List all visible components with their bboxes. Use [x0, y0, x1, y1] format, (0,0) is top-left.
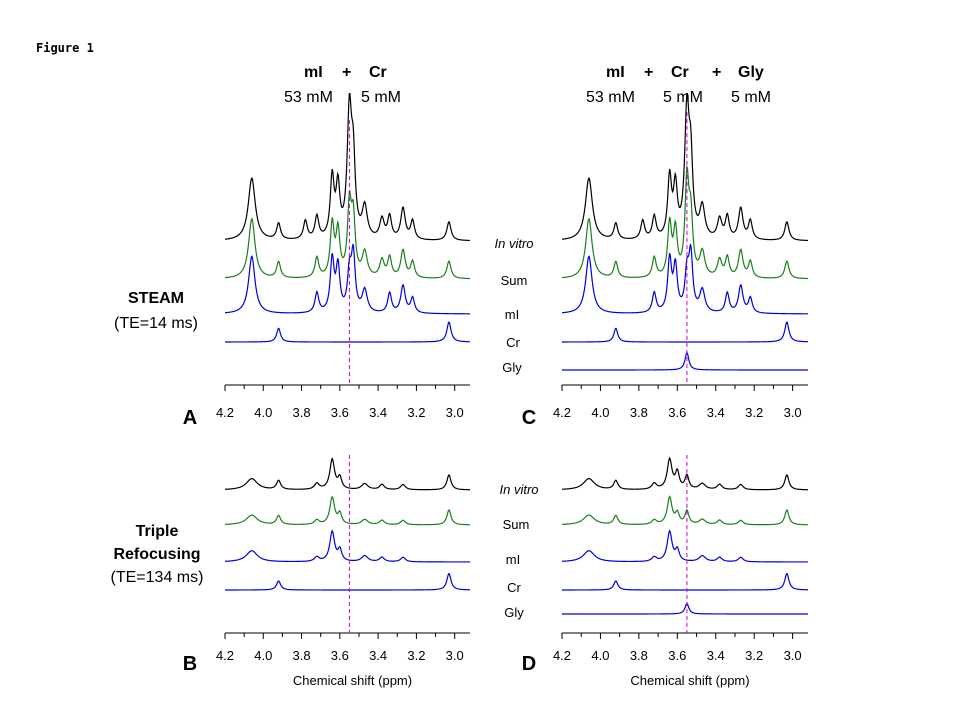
x-tick-label: 3.4	[369, 405, 387, 420]
x-tick-label: 3.8	[293, 648, 311, 663]
spectrum-mi	[224, 529, 470, 563]
x-tick-label: 3.0	[446, 405, 464, 420]
spectrum-mi	[561, 243, 808, 315]
header-left-cr: Cr	[369, 64, 387, 81]
spectrum-sum	[224, 495, 471, 526]
x-tick-label: 4.2	[216, 648, 234, 663]
x-tick-label: 3.2	[745, 648, 763, 663]
header-right-conc-mi: 53 mM	[586, 89, 635, 106]
x-tick-label: 3.4	[369, 648, 387, 663]
panel-c: 4.2 4.0 3.8 3.6 3.4 3.2 3.0 C	[522, 93, 809, 429]
x-tick-label: 3.4	[707, 405, 725, 420]
x-tick-label: 3.0	[446, 648, 464, 663]
row-label-bottom-mi: mI	[506, 552, 520, 567]
panel-letter: B	[183, 653, 197, 675]
seq-triple-param: (TE=134 ms)	[111, 569, 204, 586]
seq-steam-name: STEAM	[128, 290, 184, 307]
header-left-conc-mi: 53 mM	[284, 89, 333, 106]
header-right-cr: Cr	[671, 64, 689, 81]
x-tick-label: 3.6	[668, 405, 686, 420]
x-tick-label: 3.6	[331, 405, 349, 420]
figure-label: Figure 1	[36, 41, 94, 55]
spectrum-gly	[562, 602, 808, 615]
x-tick-label: 3.2	[745, 405, 763, 420]
header-left-conc-cr: 5 mM	[361, 89, 401, 106]
panel-d: 4.2 4.0 3.8 3.6 3.4 3.2 3.0 Chemical shift (ppm…	[522, 455, 809, 688]
seq-triple-name-2: Refocusing	[113, 546, 200, 563]
spectrum-in-vitro	[224, 457, 471, 491]
header-left: mI + Cr 53 mM 5 mM	[284, 64, 401, 106]
row-label-top-invitro: In vitro	[494, 236, 533, 251]
header-right: mI + Cr + Gly 53 mM 5 mM 5 mM	[586, 64, 771, 106]
spectrum-in-vitro	[561, 93, 809, 242]
x-tick-label: 3.2	[407, 648, 425, 663]
spectrum-in-vitro	[561, 456, 809, 491]
spectrum-cr	[225, 321, 471, 343]
spectrum-gly	[562, 351, 808, 371]
spectrum-in-vitro	[224, 93, 471, 242]
spectrum-sum	[561, 495, 809, 526]
spectrum-cr	[562, 572, 809, 591]
row-label-top-gly: Gly	[502, 360, 522, 375]
spectrum-sum	[224, 190, 471, 280]
x-tick-label: 3.6	[668, 648, 686, 663]
header-right-plus1: +	[644, 64, 653, 81]
x-tick-label: 3.8	[630, 648, 648, 663]
row-label-bottom-cr: Cr	[507, 580, 521, 595]
panel-letter: D	[522, 653, 536, 675]
panel-letter: C	[522, 407, 536, 429]
panel-letter: A	[183, 407, 197, 429]
row-label-top-cr: Cr	[506, 335, 520, 350]
x-tick-label: 4.0	[591, 648, 609, 663]
x-tick-label: 3.4	[707, 648, 725, 663]
seq-steam-param: (TE=14 ms)	[114, 315, 198, 332]
row-label-top-mi: mI	[505, 307, 519, 322]
spectrum-mi	[224, 243, 470, 315]
seq-triple-name-1: Triple	[136, 523, 179, 540]
header-left-plus: +	[342, 64, 351, 81]
x-tick-label: 3.8	[293, 405, 311, 420]
header-left-mi: mI	[304, 64, 323, 81]
x-tick-label: 3.2	[407, 405, 425, 420]
spectrum-cr	[225, 572, 471, 591]
row-label-top-sum: Sum	[501, 273, 528, 288]
header-right-gly: Gly	[738, 64, 764, 81]
x-tick-label: 4.2	[553, 405, 571, 420]
x-tick-label: 3.0	[784, 405, 802, 420]
x-tick-label: 4.0	[254, 648, 272, 663]
x-tick-label: 4.0	[254, 405, 272, 420]
header-right-mi: mI	[606, 64, 625, 81]
x-tick-label: 4.2	[216, 405, 234, 420]
x-tick-label: 3.6	[331, 648, 349, 663]
row-label-bottom-sum: Sum	[503, 517, 530, 532]
x-tick-label: 3.8	[630, 405, 648, 420]
header-right-conc-gly: 5 mM	[731, 89, 771, 106]
spectrum-cr	[562, 321, 809, 343]
panel-b: 4.2 4.0 3.8 3.6 3.4 3.2 3.0 Chemical shift (ppm…	[183, 455, 471, 688]
header-right-conc-cr: 5 mM	[663, 89, 703, 106]
row-label-bottom-invitro: In vitro	[499, 482, 538, 497]
panel-a: 4.2 4.0 3.8 3.6 3.4 3.2 3.0 A	[183, 93, 471, 429]
x-tick-label: 4.2	[553, 648, 571, 663]
x-tick-label: 4.0	[591, 405, 609, 420]
spectrum-sum	[561, 164, 809, 280]
x-axis-title: Chemical shift (ppm)	[293, 673, 412, 688]
spectrum-mi	[561, 529, 808, 563]
header-right-plus2: +	[712, 64, 721, 81]
row-label-bottom-gly: Gly	[504, 605, 524, 620]
x-axis-title: Chemical shift (ppm)	[630, 673, 749, 688]
x-tick-label: 3.0	[784, 648, 802, 663]
